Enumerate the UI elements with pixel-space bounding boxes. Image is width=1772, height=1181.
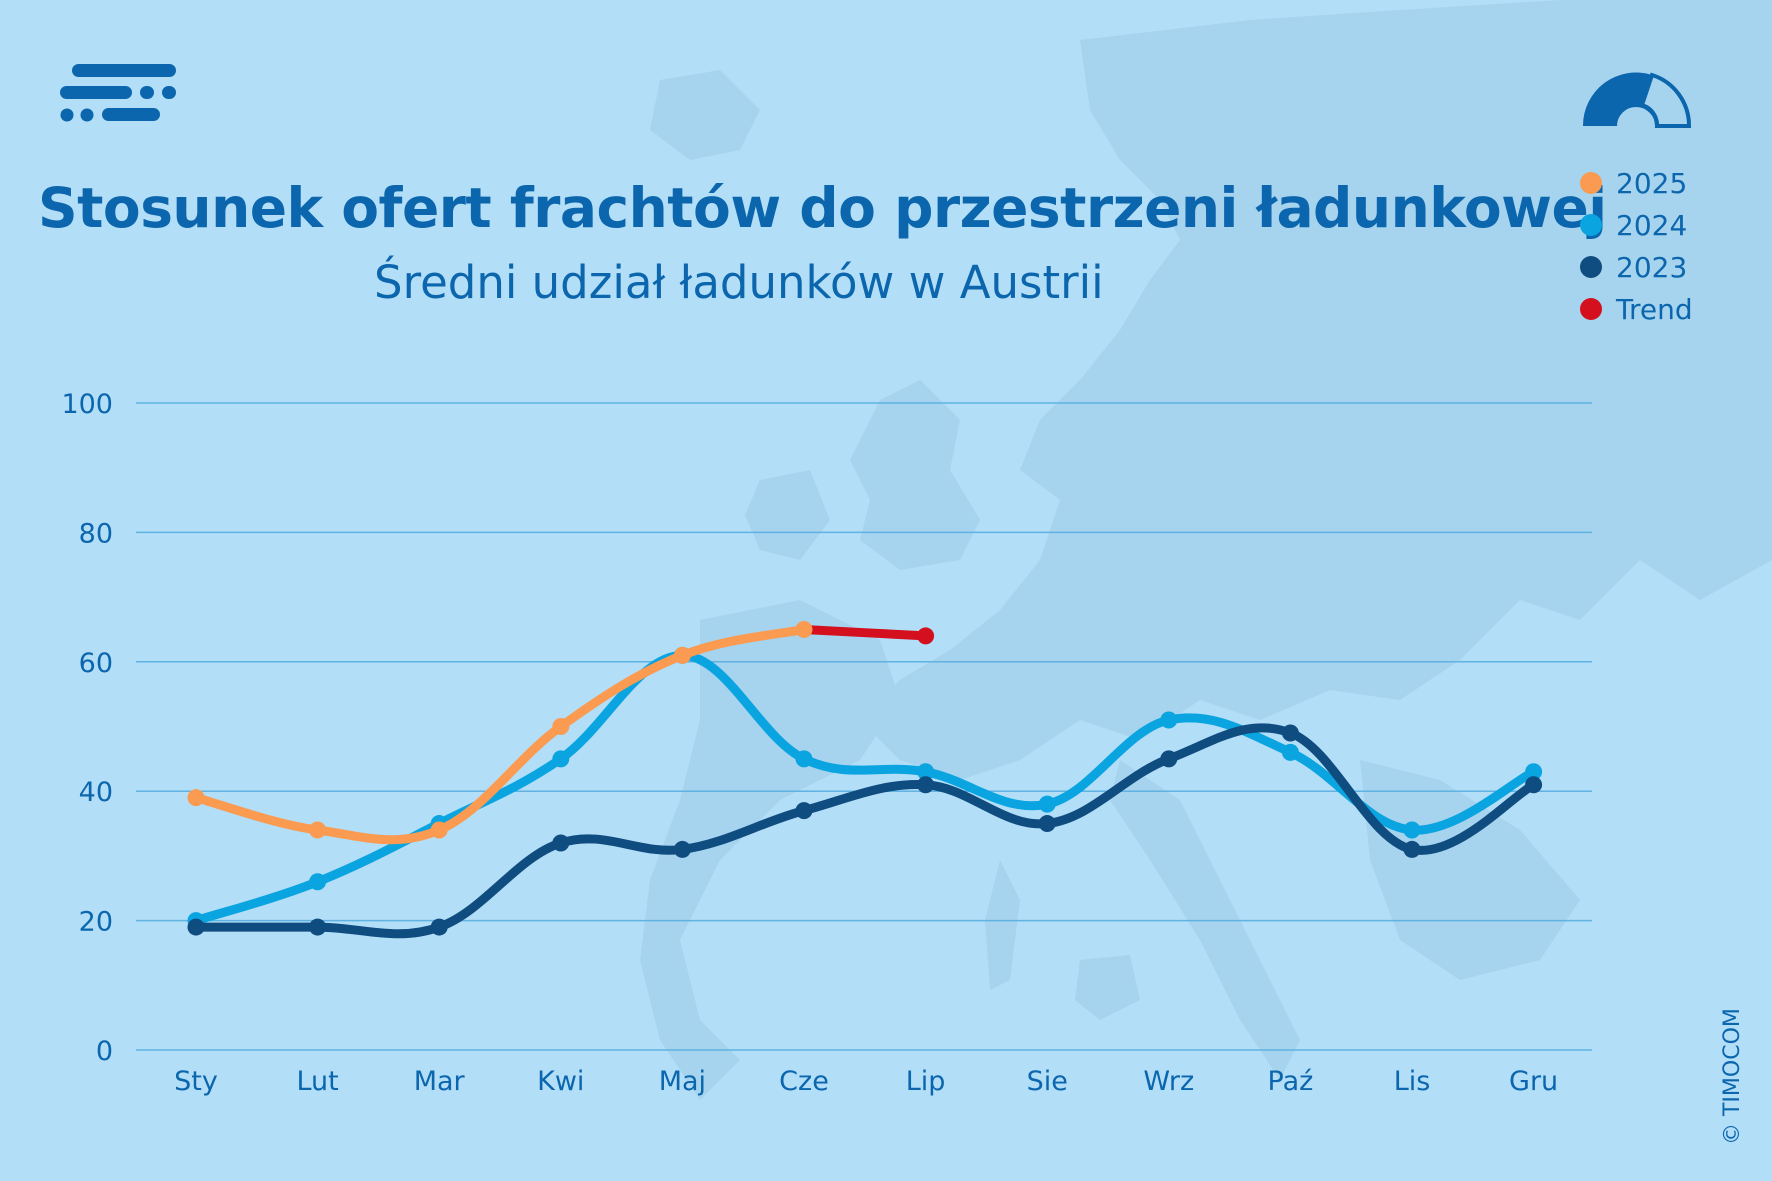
legend-swatch-2023 bbox=[1580, 256, 1602, 278]
y-tick-label: 20 bbox=[79, 907, 113, 938]
chart-subtitle: Średni udział ładunków w Austrii bbox=[374, 256, 1104, 309]
data-point-2025 bbox=[187, 789, 205, 807]
data-point-2024 bbox=[917, 763, 935, 781]
data-point-2025 bbox=[430, 821, 448, 839]
legend-swatch-trend bbox=[1580, 298, 1602, 320]
data-point-2024 bbox=[1160, 711, 1178, 729]
data-point-2024 bbox=[1403, 821, 1421, 839]
data-point-2023 bbox=[309, 918, 327, 936]
x-tick-label: Lut bbox=[296, 1066, 338, 1097]
data-point-2025 bbox=[673, 646, 691, 664]
x-tick-label: Gru bbox=[1509, 1066, 1558, 1097]
legend-label-2025: 2025 bbox=[1616, 166, 1688, 200]
data-point-trend bbox=[917, 627, 935, 645]
data-point-2025 bbox=[309, 821, 327, 839]
x-tick-label: Mar bbox=[414, 1066, 466, 1097]
legend-item-2025: 2025 bbox=[1580, 162, 1693, 204]
data-point-2025 bbox=[795, 620, 813, 638]
legend-label-2024: 2024 bbox=[1616, 208, 1688, 242]
data-point-2023 bbox=[552, 834, 570, 852]
data-point-2023 bbox=[1038, 815, 1056, 833]
y-tick-label: 100 bbox=[61, 389, 113, 420]
x-tick-label: Kwi bbox=[537, 1066, 584, 1097]
data-point-2025 bbox=[552, 718, 570, 735]
data-point-2024 bbox=[309, 873, 327, 891]
y-tick-label: 80 bbox=[79, 518, 113, 549]
data-point-2024 bbox=[1525, 763, 1543, 781]
chart-title: Stosunek ofert frachtów do przestrzeni ł… bbox=[38, 176, 1607, 240]
data-point-2024 bbox=[552, 750, 570, 768]
data-point-2023 bbox=[795, 802, 813, 820]
data-point-2024 bbox=[1038, 795, 1056, 813]
x-tick-label: Cze bbox=[779, 1066, 829, 1097]
y-tick-label: 40 bbox=[79, 777, 113, 808]
gauge-icon bbox=[1582, 72, 1692, 128]
legend-item-trend: Trend bbox=[1580, 288, 1693, 330]
copyright-notice: © TIMOCOM bbox=[1720, 1008, 1745, 1145]
x-tick-label: Maj bbox=[659, 1066, 706, 1097]
y-tick-label: 60 bbox=[79, 648, 113, 679]
x-tick-label: Lip bbox=[906, 1066, 946, 1097]
series-line-2025 bbox=[191, 624, 809, 845]
data-point-2024 bbox=[1281, 743, 1299, 761]
series-line-2023 bbox=[191, 723, 1539, 939]
x-tick-label: Sie bbox=[1027, 1066, 1068, 1097]
data-point-2023 bbox=[1403, 840, 1421, 858]
data-point-2023 bbox=[430, 918, 448, 936]
legend-swatch-2025 bbox=[1580, 172, 1602, 194]
x-tick-label: Sty bbox=[174, 1066, 218, 1097]
x-tick-label: Wrz bbox=[1143, 1066, 1194, 1097]
chart-legend: 2025 2024 2023 Trend bbox=[1580, 162, 1693, 330]
legend-label-trend: Trend bbox=[1616, 292, 1693, 326]
x-tick-label: Lis bbox=[1394, 1066, 1431, 1097]
legend-item-2023: 2023 bbox=[1580, 246, 1693, 288]
data-point-2023 bbox=[673, 840, 691, 858]
timocom-logo bbox=[60, 64, 176, 122]
data-point-2023 bbox=[917, 776, 935, 794]
data-point-2023 bbox=[1160, 750, 1178, 768]
x-tick-label: Paź bbox=[1268, 1066, 1314, 1097]
legend-label-2023: 2023 bbox=[1616, 250, 1688, 284]
data-point-2023 bbox=[1281, 724, 1299, 742]
data-point-2024 bbox=[795, 750, 813, 768]
data-point-2023 bbox=[187, 918, 205, 936]
legend-swatch-2024 bbox=[1580, 214, 1602, 236]
data-point-2023 bbox=[1525, 776, 1543, 794]
legend-item-2024: 2024 bbox=[1580, 204, 1693, 246]
series-line-trend bbox=[799, 624, 931, 641]
y-tick-label: 0 bbox=[96, 1036, 113, 1067]
